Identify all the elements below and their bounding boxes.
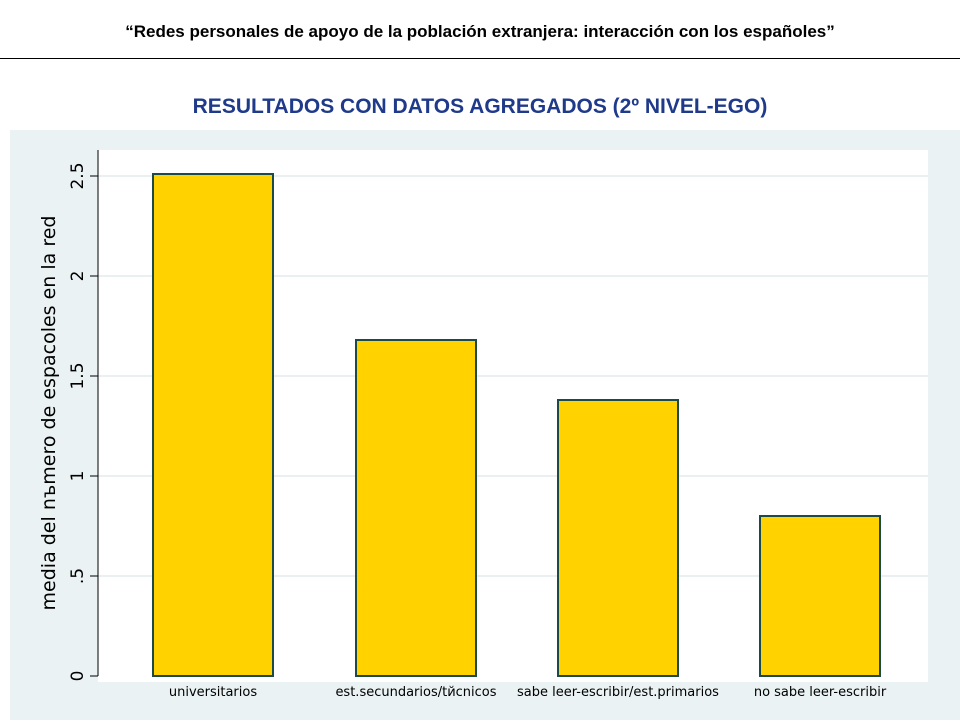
- slide-title: RESULTADOS CON DATOS AGREGADOS (2º NIVEL…: [192, 95, 768, 118]
- bar: [152, 173, 274, 677]
- bar: [557, 399, 679, 677]
- bar: [355, 339, 477, 677]
- y-tick-label: 0: [68, 671, 88, 682]
- y-tick-label: .5: [68, 568, 88, 584]
- bars: [152, 173, 881, 677]
- y-axis-label: media del nъmero de espacoles en la red: [38, 216, 60, 611]
- header-divider: [0, 58, 960, 59]
- bar-chart: 0 .5 1 1.5 2 2.5 universitarios est.secundario…: [10, 130, 960, 720]
- x-tick-label: sabe leer-escribir/est.primarios: [517, 685, 719, 700]
- x-tick-label: universitarios: [169, 685, 257, 700]
- x-tick-label: no sabe leer-escribir: [754, 685, 887, 700]
- y-tick-label: 1: [68, 471, 88, 482]
- y-ticks: 0 .5 1 1.5 2 2.5: [68, 162, 98, 681]
- chart-container: 0 .5 1 1.5 2 2.5 universitarios est.secundario…: [10, 130, 960, 720]
- header-title: “Redes personales de apoyo de la poblaci…: [125, 22, 835, 41]
- y-tick-label: 2.5: [68, 162, 88, 189]
- x-ticks: universitarios est.secundarios/tйcnicos sa…: [169, 685, 887, 700]
- y-tick-label: 1.5: [68, 362, 88, 389]
- bar: [759, 515, 881, 677]
- x-tick-label: est.secundarios/tйcnicos: [335, 685, 496, 700]
- y-tick-label: 2: [68, 271, 88, 282]
